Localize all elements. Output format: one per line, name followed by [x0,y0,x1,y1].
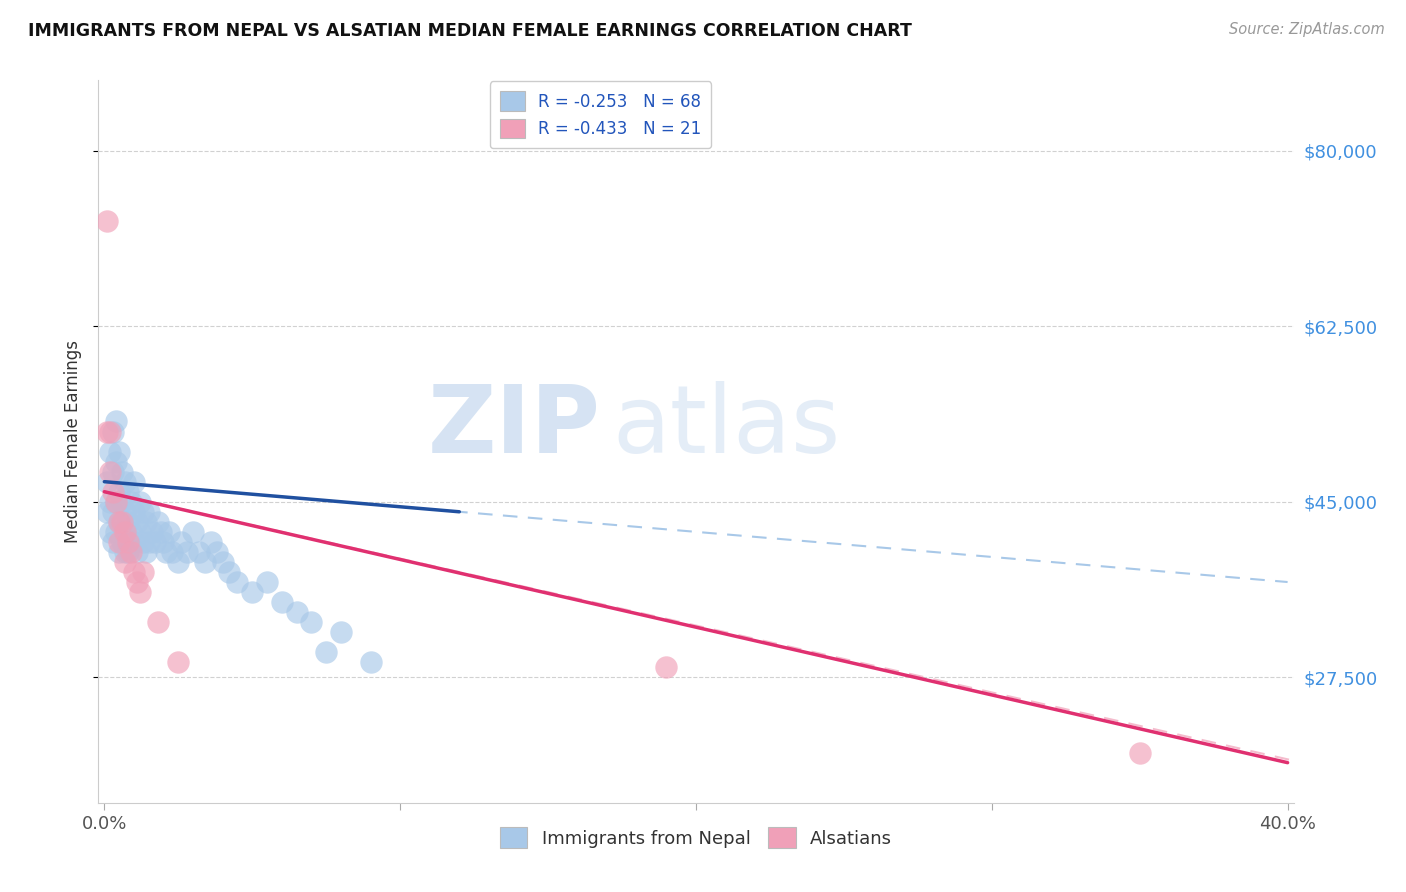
Point [330,625,353,640]
Point [146,515,169,529]
Text: IMMIGRANTS FROM NEPAL VS ALSATIAN MEDIAN FEMALE EARNINGS CORRELATION CHART: IMMIGRANTS FROM NEPAL VS ALSATIAN MEDIAN… [28,22,912,40]
Point [105,454,128,469]
Point [226,574,249,589]
Point [111,515,134,529]
Point [240,585,263,599]
Point [122,505,145,519]
Point [162,545,184,559]
Point [108,534,131,549]
Point [122,475,145,489]
Point [117,484,139,499]
Point [117,545,139,559]
Point [111,465,134,479]
Point [152,534,174,549]
Point [256,574,278,589]
Point [111,534,134,549]
Point [132,534,155,549]
Point [167,655,190,669]
Point [155,545,177,559]
Point [149,524,172,539]
Point [103,534,125,549]
Point [167,555,190,569]
Point [122,565,145,579]
Point [170,534,193,549]
Point [96,425,118,439]
Point [128,524,150,539]
Legend: Immigrants from Nepal, Alsatians: Immigrants from Nepal, Alsatians [492,820,900,855]
Point [114,545,136,559]
Y-axis label: Median Female Earnings: Median Female Earnings [65,340,83,543]
Point [143,534,166,549]
Point [96,475,118,489]
Point [108,515,131,529]
Point [315,645,337,659]
Point [211,555,233,569]
Text: Source: ZipAtlas.com: Source: ZipAtlas.com [1229,22,1385,37]
Point [188,545,211,559]
Point [114,524,136,539]
Point [108,545,131,559]
Point [125,545,148,559]
Point [98,524,121,539]
Point [299,615,322,630]
Point [111,494,134,508]
Point [122,534,145,549]
Point [218,565,240,579]
Point [200,534,222,549]
Point [128,494,150,508]
Point [270,595,292,609]
Point [105,524,128,539]
Point [655,660,678,674]
Point [105,494,128,508]
Point [138,505,160,519]
Text: ZIP: ZIP [427,381,600,473]
Point [135,545,157,559]
Point [157,524,180,539]
Point [135,515,157,529]
Point [132,565,155,579]
Point [98,444,121,458]
Point [98,465,121,479]
Point [125,515,148,529]
Point [114,505,136,519]
Point [176,545,198,559]
Point [96,505,118,519]
Point [108,444,131,458]
Point [103,505,125,519]
Point [108,515,131,529]
Point [98,425,121,439]
Point [128,585,150,599]
Point [132,505,155,519]
Point [103,484,125,499]
Point [138,534,160,549]
Point [117,534,139,549]
Point [108,484,131,499]
Text: atlas: atlas [613,381,841,473]
Point [103,465,125,479]
Point [103,425,125,439]
Point [120,524,142,539]
Point [105,414,128,428]
Point [114,475,136,489]
Point [96,213,118,227]
Point [181,524,204,539]
Point [120,494,142,508]
Point [105,494,128,508]
Point [114,555,136,569]
Point [125,574,148,589]
Point [120,545,142,559]
Point [146,615,169,630]
Point [285,605,308,619]
Point [117,515,139,529]
Point [360,655,382,669]
Point [1129,746,1152,760]
Point [205,545,228,559]
Point [98,494,121,508]
Point [141,524,163,539]
Point [194,555,217,569]
